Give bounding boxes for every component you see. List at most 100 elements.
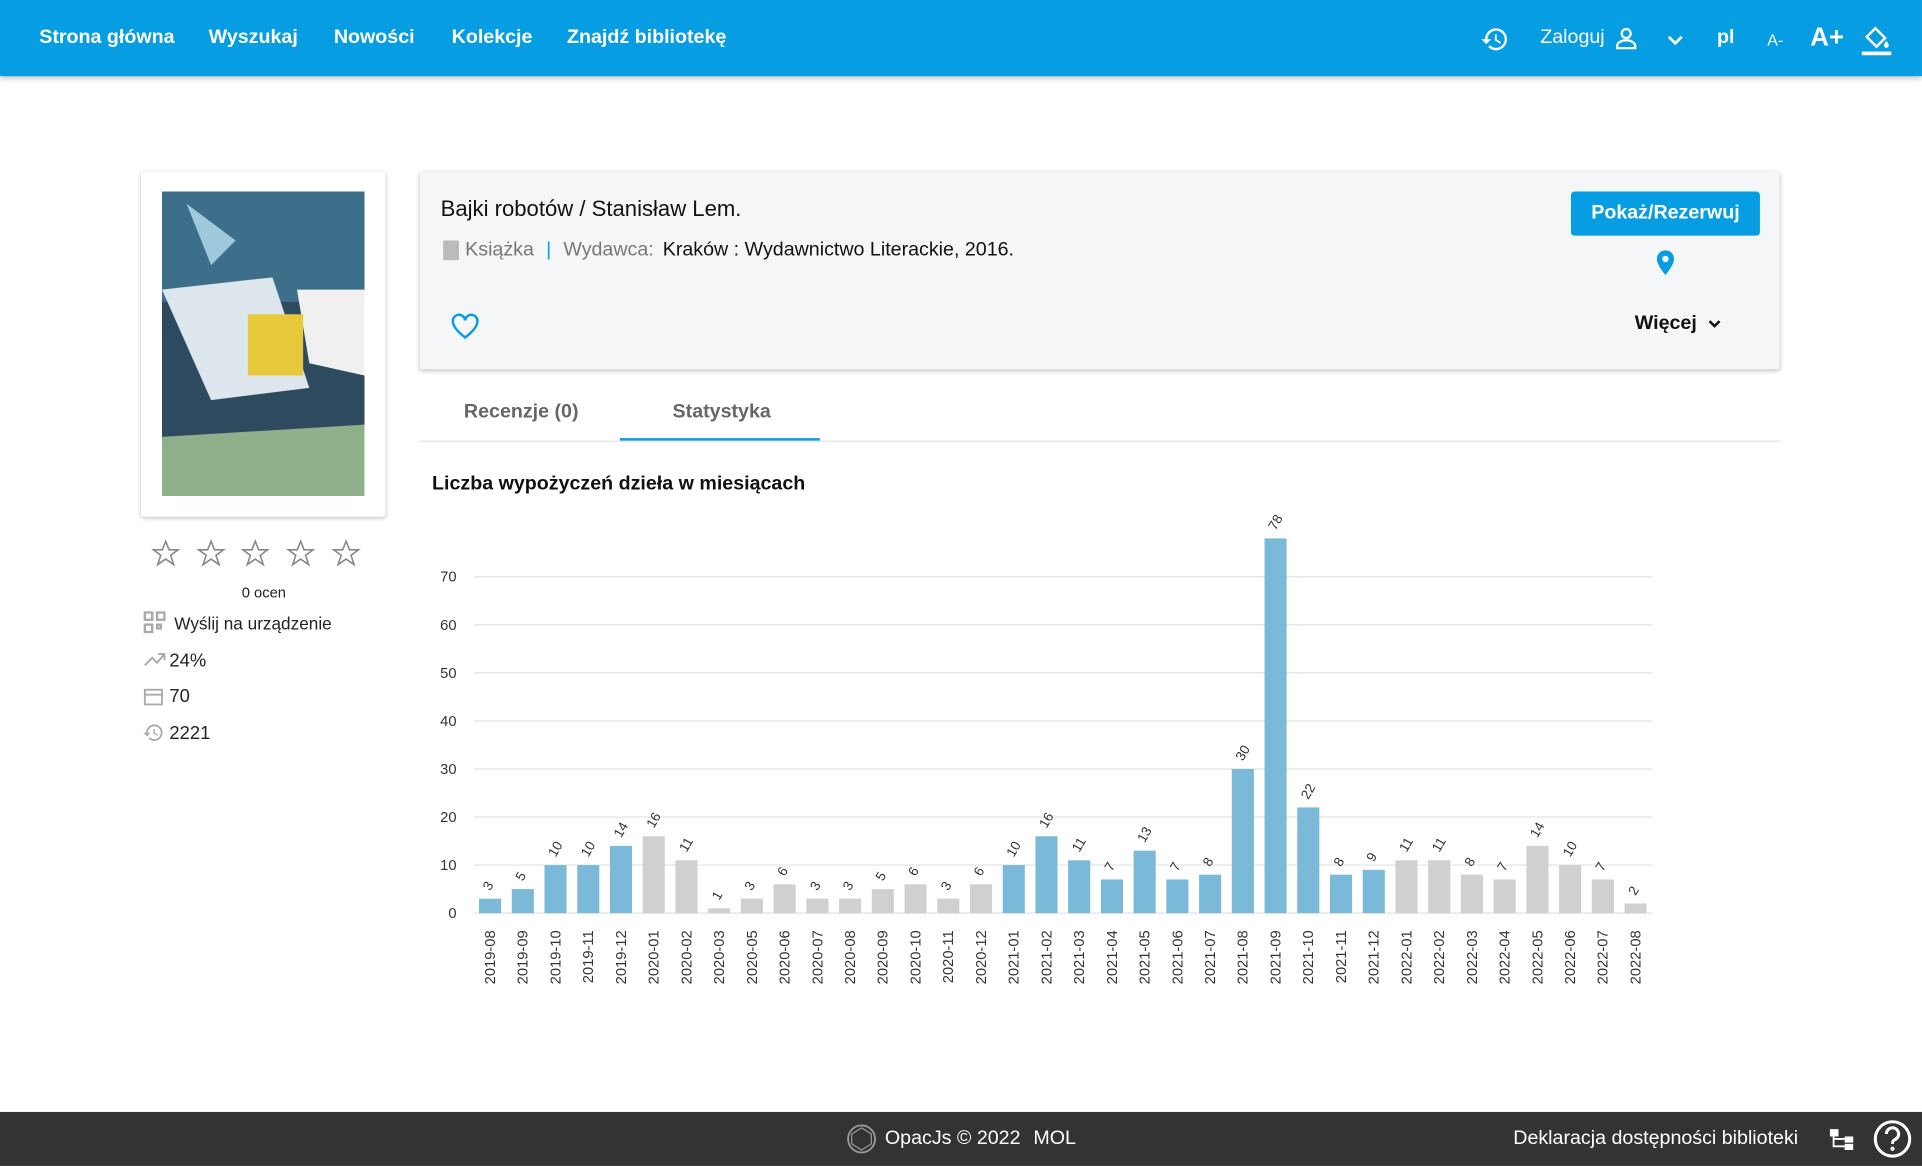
value-label: 11 [1069,835,1089,855]
y-tick-label: 50 [440,666,456,682]
value-label: 3 [742,879,759,893]
x-tick-label: 2022-04 [1498,930,1514,984]
x-tick-label: 2019-11 [581,930,597,983]
value-label: 11 [1396,835,1416,855]
footer-logo [847,1124,876,1154]
bar [1624,903,1647,914]
bar [511,889,534,914]
rating-stars[interactable] [150,538,371,570]
value-label: 6 [774,864,791,878]
send-to-device[interactable]: Wyślij na urządzenie [174,613,332,634]
value-label: 10 [578,839,599,860]
bar [577,865,600,914]
tabs-divider [419,440,1780,442]
font-larger[interactable]: A+ [1810,23,1844,52]
tab[interactable]: Recenzje (0) [463,401,579,423]
trend-icon [144,653,166,666]
x-tick-label: 2022-08 [1628,930,1644,984]
nav-item[interactable]: Strona główna [39,27,175,48]
value-label: 3 [807,879,824,893]
nav-item[interactable]: Znajdź bibliotekę [567,27,727,48]
value-label: 22 [1298,781,1319,802]
x-tick-label: 2019-08 [483,930,499,984]
value-label: 6 [905,864,922,878]
x-tick-label: 2021-11 [1334,930,1350,983]
x-tick-label: 2020-10 [908,930,924,984]
separator: | [546,239,552,261]
cover-card [141,171,386,517]
x-tick-label: 2020-08 [843,930,859,984]
x-tick-label: 2021-07 [1203,930,1219,984]
login[interactable]: Zaloguj [1540,27,1605,48]
x-tick-label: 2020-07 [810,930,826,984]
bar [1395,860,1418,914]
bar [1133,850,1156,914]
value-label: 16 [643,810,664,831]
nav-item[interactable]: Wyszukaj [208,27,298,48]
bar [544,865,567,914]
x-tick-label: 2021-12 [1367,930,1383,984]
bar [937,898,960,914]
views-icon [143,724,163,741]
language[interactable]: pl [1716,27,1735,48]
value-label: 3 [840,879,857,893]
ratings-count: 0 ocen [241,584,286,602]
bar [1297,807,1320,914]
location-icon[interactable] [1656,249,1676,276]
favorite[interactable] [450,313,479,340]
bar [773,884,796,914]
bar [1035,836,1058,914]
value-label: 7 [1102,860,1119,874]
bar [806,898,829,914]
sitemap-icon[interactable] [1829,1127,1856,1152]
user-icon[interactable] [1613,25,1640,52]
bar [969,884,993,914]
qr-icon [143,611,166,634]
contrast-icon[interactable] [1859,22,1893,56]
x-tick-label: 2019-10 [548,930,564,984]
trend: 24% [169,650,207,672]
x-tick-label: 2021-08 [1236,930,1252,984]
x-tick-label: 2020-03 [712,930,728,984]
bar [1231,768,1254,914]
value-label: 8 [1200,855,1217,869]
bar [1362,869,1385,914]
help-icon[interactable] [1873,1119,1912,1158]
bar [675,860,698,914]
x-tick-label: 2021-10 [1301,930,1317,984]
nav-item[interactable]: Nowości [333,27,415,48]
book-card: Bajki robotów / Stanisław Lem. Książka |… [419,171,1780,370]
value-label: 8 [1462,855,1479,869]
y-tick-label: 20 [440,810,456,826]
bar [839,898,862,914]
y-tick-label: 10 [440,858,456,874]
more-chevron[interactable] [1706,315,1723,332]
nav-item[interactable]: Kolekcje [451,27,533,48]
bar [1100,879,1123,914]
more[interactable]: Więcej [1634,312,1697,334]
tab[interactable]: Statystyka [672,401,771,423]
footer: OpacJs © 2022 MOL Deklaracja dostępności… [0,1111,1922,1166]
book-icon [443,240,460,261]
value-label: 2 [1625,884,1642,898]
font-smaller[interactable]: A- [1767,30,1784,50]
value-label: 3 [938,879,955,893]
bar [1559,865,1582,914]
x-tick-label: 2019-09 [516,930,532,984]
bar [1068,860,1091,914]
x-tick-label: 2021-09 [1268,930,1284,984]
accessibility-link[interactable]: Deklaracja dostępności biblioteki [1513,1127,1799,1149]
chevron[interactable] [1664,29,1686,51]
value-label: 78 [1265,512,1286,533]
footer-org[interactable]: MOL [1033,1127,1076,1149]
book-title[interactable]: Bajki robotów / Stanisław Lem. [440,196,742,221]
reserve-button[interactable]: Pokaż/Rezerwuj [1570,191,1760,236]
x-tick-label: 2021-06 [1170,930,1186,984]
x-tick-label: 2022-01 [1399,930,1415,984]
value-label: 10 [545,839,566,860]
x-tick-label: 2020-11 [941,930,957,983]
chart-title: Liczba wypożyczeń dzieła w miesiącach [432,473,806,495]
history-icon[interactable] [1480,25,1509,54]
x-tick-label: 2020-02 [679,930,695,984]
x-tick-label: 2022-06 [1563,930,1579,984]
